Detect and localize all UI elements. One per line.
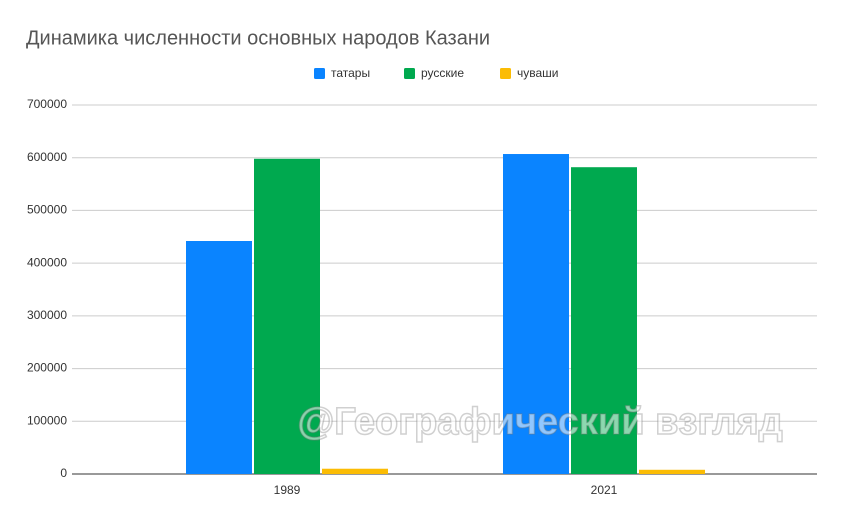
y-tick-label: 200000 [27, 361, 67, 375]
y-tick-label: 700000 [27, 97, 67, 111]
bar [571, 167, 637, 474]
y-tick-label: 300000 [27, 308, 67, 322]
bar [503, 154, 569, 474]
bar [186, 241, 252, 474]
y-tick-label: 0 [60, 466, 67, 480]
legend-swatch [500, 68, 511, 79]
legend-label: русские [421, 66, 464, 80]
legend-label: чуваши [517, 66, 559, 80]
bar [254, 158, 320, 475]
x-tick-label: 2021 [591, 483, 618, 497]
bar [639, 469, 705, 474]
y-tick-label: 400000 [27, 255, 67, 269]
x-tick-label: 1989 [274, 483, 301, 497]
y-tick-label: 100000 [27, 413, 67, 427]
legend-swatch [404, 68, 415, 79]
y-tick-label: 500000 [27, 203, 67, 217]
watermark: @Географический взгляд [297, 401, 782, 443]
y-tick-label: 600000 [27, 150, 67, 164]
bar [322, 468, 388, 474]
chart-title: Динамика численности основных народов Ка… [26, 27, 490, 49]
legend-swatch [314, 68, 325, 79]
legend-label: татары [331, 66, 370, 80]
